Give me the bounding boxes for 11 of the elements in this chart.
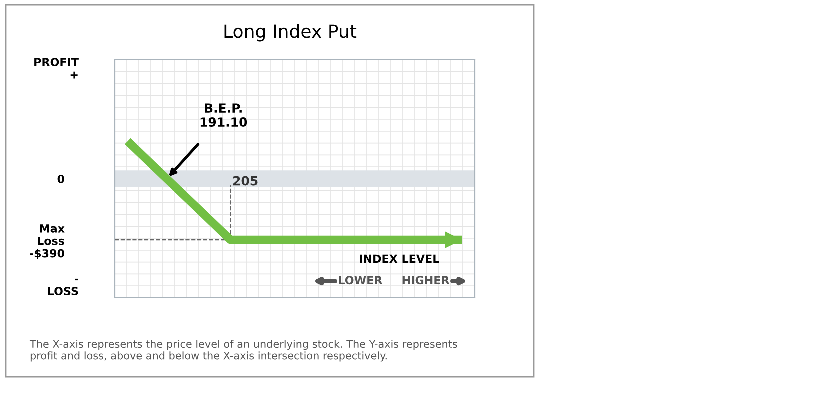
text: PROFIT +: [34, 58, 79, 79]
y-tick-label: 0: [58, 174, 64, 184]
annotation: LOWER: [339, 276, 382, 285]
text: The X-axis represents the price level of an underlying stock. The Y-axis represents profit and loss, above and below the X-axis intersection respectively.: [30, 340, 458, 362]
chart-title: Long Index Put: [224, 24, 357, 42]
text: - LOSS: [48, 278, 78, 296]
annotation: HIGHER: [402, 276, 450, 285]
annotation: INDEX LEVEL: [360, 254, 440, 263]
annotation: B.E.P. 191.10: [200, 104, 248, 127]
y-tick-label: Max Loss -$390: [30, 224, 65, 260]
annotation: 205: [234, 176, 258, 186]
